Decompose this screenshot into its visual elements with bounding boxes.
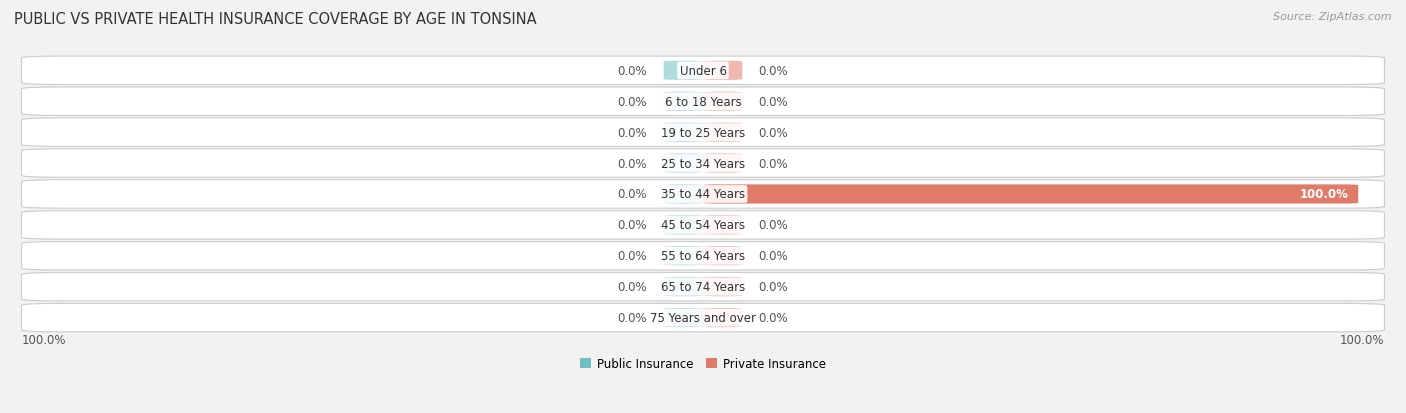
FancyBboxPatch shape: [21, 242, 1385, 271]
Text: 0.0%: 0.0%: [617, 65, 647, 78]
FancyBboxPatch shape: [664, 93, 703, 112]
Text: 0.0%: 0.0%: [617, 95, 647, 109]
Text: 19 to 25 Years: 19 to 25 Years: [661, 126, 745, 139]
Text: Source: ZipAtlas.com: Source: ZipAtlas.com: [1274, 12, 1392, 22]
Text: 55 to 64 Years: 55 to 64 Years: [661, 250, 745, 263]
Text: 25 to 34 Years: 25 to 34 Years: [661, 157, 745, 170]
Text: 65 to 74 Years: 65 to 74 Years: [661, 280, 745, 294]
FancyBboxPatch shape: [703, 93, 742, 112]
FancyBboxPatch shape: [664, 62, 703, 81]
Text: 0.0%: 0.0%: [617, 250, 647, 263]
FancyBboxPatch shape: [703, 62, 742, 81]
Text: 0.0%: 0.0%: [759, 126, 789, 139]
FancyBboxPatch shape: [664, 278, 703, 297]
Legend: Public Insurance, Private Insurance: Public Insurance, Private Insurance: [579, 357, 827, 370]
Text: 0.0%: 0.0%: [617, 280, 647, 294]
FancyBboxPatch shape: [664, 185, 703, 204]
Text: 0.0%: 0.0%: [617, 188, 647, 201]
FancyBboxPatch shape: [21, 180, 1385, 209]
Text: 100.0%: 100.0%: [1299, 188, 1348, 201]
Text: 0.0%: 0.0%: [759, 280, 789, 294]
FancyBboxPatch shape: [21, 119, 1385, 147]
Text: 0.0%: 0.0%: [617, 157, 647, 170]
FancyBboxPatch shape: [703, 278, 742, 297]
Text: 100.0%: 100.0%: [1340, 334, 1385, 347]
FancyBboxPatch shape: [664, 123, 703, 142]
Text: 0.0%: 0.0%: [759, 219, 789, 232]
Text: 0.0%: 0.0%: [759, 65, 789, 78]
Text: 0.0%: 0.0%: [617, 311, 647, 324]
FancyBboxPatch shape: [703, 154, 742, 173]
Text: 0.0%: 0.0%: [617, 126, 647, 139]
FancyBboxPatch shape: [21, 88, 1385, 116]
Text: 45 to 54 Years: 45 to 54 Years: [661, 219, 745, 232]
FancyBboxPatch shape: [703, 216, 742, 235]
FancyBboxPatch shape: [21, 304, 1385, 332]
Text: 0.0%: 0.0%: [759, 311, 789, 324]
FancyBboxPatch shape: [664, 308, 703, 328]
FancyBboxPatch shape: [703, 308, 742, 328]
Text: PUBLIC VS PRIVATE HEALTH INSURANCE COVERAGE BY AGE IN TONSINA: PUBLIC VS PRIVATE HEALTH INSURANCE COVER…: [14, 12, 537, 27]
FancyBboxPatch shape: [21, 211, 1385, 240]
FancyBboxPatch shape: [664, 154, 703, 173]
FancyBboxPatch shape: [664, 216, 703, 235]
FancyBboxPatch shape: [664, 247, 703, 266]
Text: 75 Years and over: 75 Years and over: [650, 311, 756, 324]
Text: 35 to 44 Years: 35 to 44 Years: [661, 188, 745, 201]
Text: 0.0%: 0.0%: [617, 219, 647, 232]
Text: 6 to 18 Years: 6 to 18 Years: [665, 95, 741, 109]
FancyBboxPatch shape: [703, 185, 1358, 204]
FancyBboxPatch shape: [21, 150, 1385, 178]
Text: 100.0%: 100.0%: [21, 334, 66, 347]
Text: Under 6: Under 6: [679, 65, 727, 78]
Text: 0.0%: 0.0%: [759, 95, 789, 109]
FancyBboxPatch shape: [703, 247, 742, 266]
Text: 0.0%: 0.0%: [759, 250, 789, 263]
FancyBboxPatch shape: [21, 57, 1385, 85]
Text: 0.0%: 0.0%: [759, 157, 789, 170]
FancyBboxPatch shape: [21, 273, 1385, 301]
FancyBboxPatch shape: [703, 123, 742, 142]
